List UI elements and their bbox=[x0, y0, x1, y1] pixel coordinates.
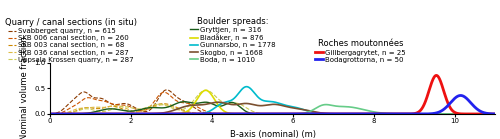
Legend: Gillbergagrytet, n = 25, Bodagrottorna, n = 50: Gillbergagrytet, n = 25, Bodagrottorna, … bbox=[315, 39, 406, 63]
X-axis label: B-axis (nominal) (m): B-axis (nominal) (m) bbox=[230, 130, 316, 139]
Y-axis label: Nominal volume fraction: Nominal volume fraction bbox=[20, 36, 29, 139]
